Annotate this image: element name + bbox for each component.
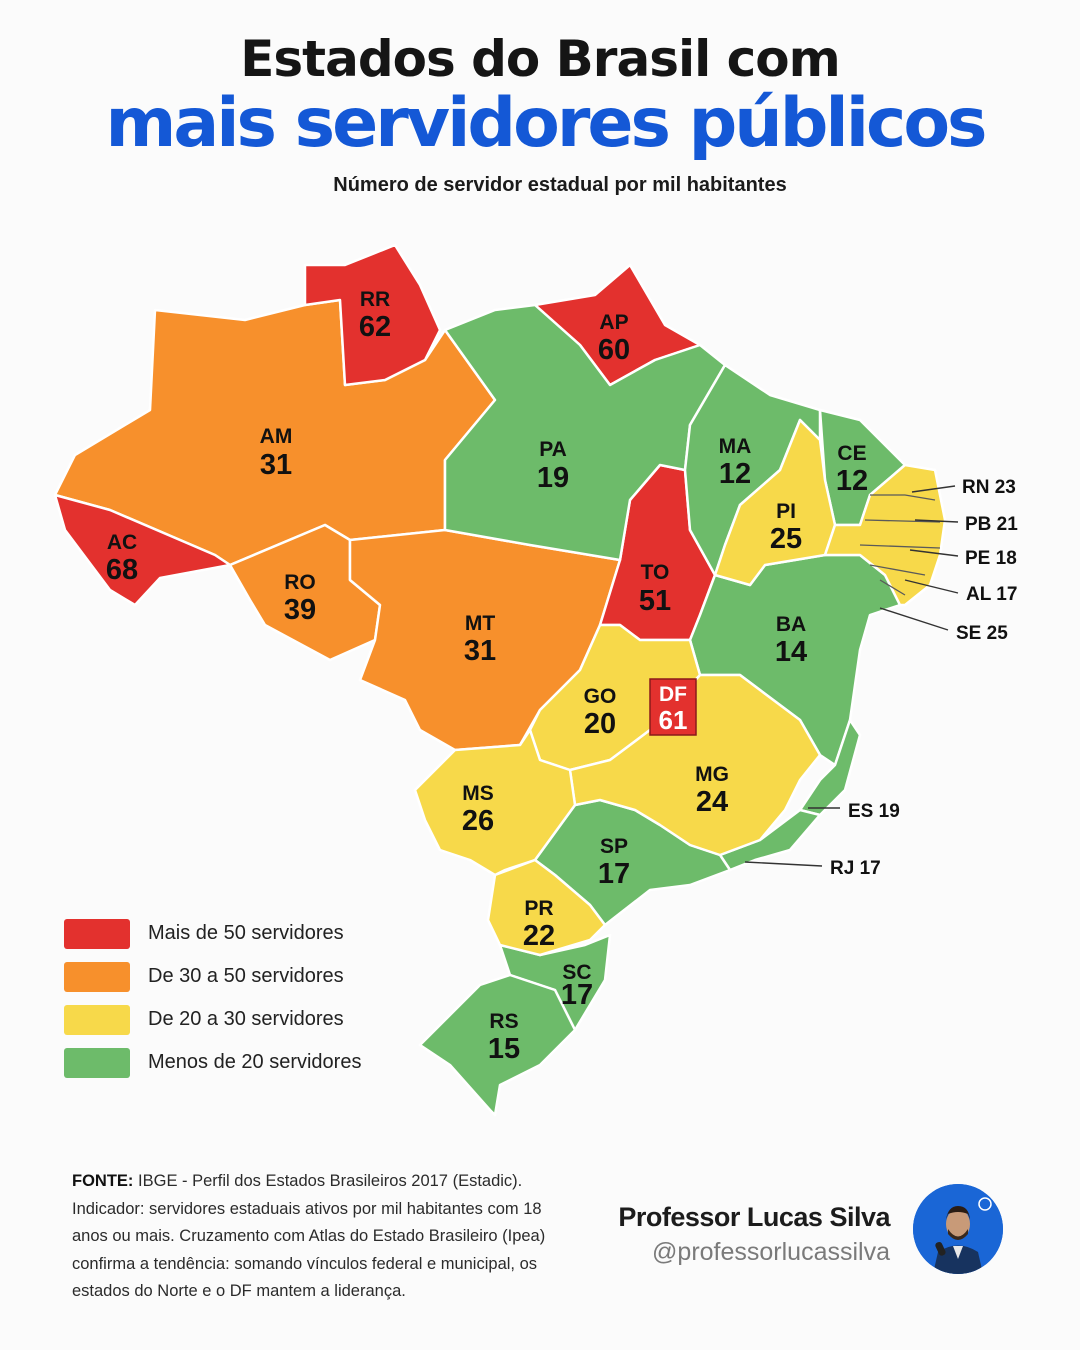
state-ES xyxy=(798,718,862,817)
title-line-2: mais servidores públicos xyxy=(105,84,987,163)
label-GO-code: GO xyxy=(584,685,617,708)
source-label: FONTE: xyxy=(72,1172,134,1190)
label-AP-value: 60 xyxy=(598,334,630,366)
ne-borders xyxy=(859,494,941,596)
state-PR xyxy=(486,858,607,957)
avatar-portrait-icon xyxy=(913,1184,1003,1274)
label-PA-value: 19 xyxy=(537,462,569,494)
legend-label: Mais de 50 servidores xyxy=(148,922,344,944)
source-note: FONTE: IBGE - Perfil dos Estados Brasile… xyxy=(72,1168,552,1306)
legend-item: Menos de 20 servidores xyxy=(64,1041,361,1084)
label-SC-value: 17 xyxy=(561,979,593,1011)
label-AL: AL 17 xyxy=(966,584,1017,605)
legend-swatch-orange xyxy=(64,961,130,992)
label-PR-value: 22 xyxy=(523,920,555,952)
label-SE: SE 25 xyxy=(956,623,1008,644)
label-SP-value: 17 xyxy=(598,858,630,890)
label-TO-code: TO xyxy=(641,561,670,584)
label-MT-code: MT xyxy=(465,612,495,635)
label-DF-value: 61 xyxy=(659,705,688,735)
label-PB: PB 21 xyxy=(965,514,1018,535)
label-RO-code: RO xyxy=(284,571,316,594)
label-PR-code: PR xyxy=(524,897,553,920)
label-BA-code: BA xyxy=(776,613,806,636)
legend-label: Menos de 20 servidores xyxy=(148,1051,362,1073)
state-RS xyxy=(418,973,577,1117)
label-MS-code: MS xyxy=(462,782,494,805)
subtitle: Número de servidor estadual por mil habi… xyxy=(333,174,787,196)
label-AM-code: AM xyxy=(260,425,293,448)
state-labels: RR 62 AP 60 AM 31 PA 19 MA 12 CE 12 AC 6… xyxy=(106,288,868,1065)
label-RO-value: 39 xyxy=(284,594,316,626)
label-TO-value: 51 xyxy=(639,585,671,617)
state-DF xyxy=(649,678,697,736)
state-PI xyxy=(713,418,837,587)
label-RR-code: RR xyxy=(360,288,390,311)
legend-swatch-green xyxy=(64,1047,130,1078)
state-RR xyxy=(303,243,442,387)
legend-item: De 20 a 30 servidores xyxy=(64,998,361,1041)
label-MA-value: 12 xyxy=(719,458,751,490)
label-GO-value: 20 xyxy=(584,708,616,740)
label-MG-value: 24 xyxy=(696,786,728,818)
legend-label: De 30 a 50 servidores xyxy=(148,965,344,987)
legend-item: De 30 a 50 servidores xyxy=(64,955,361,998)
source-text: IBGE - Perfil dos Estados Brasileiros 20… xyxy=(72,1172,546,1300)
legend: Mais de 50 servidores De 30 a 50 servido… xyxy=(64,912,361,1084)
author-name: Professor Lucas Silva xyxy=(618,1202,890,1232)
label-MG-code: MG xyxy=(695,763,729,786)
label-MS-value: 26 xyxy=(462,805,494,837)
leader-lines xyxy=(744,485,959,867)
side-labels: RN 23 PB 21 PE 18 AL 17 SE 25 ES 19 RJ 1… xyxy=(830,477,1018,879)
label-CE-value: 12 xyxy=(836,465,868,497)
author-handle: @professorlucassilva xyxy=(652,1238,890,1266)
label-ES: ES 19 xyxy=(848,801,900,822)
label-RR-value: 62 xyxy=(359,311,391,343)
label-DF-code: DF xyxy=(659,683,687,706)
label-SP-code: SP xyxy=(600,835,628,858)
label-RS-value: 15 xyxy=(488,1033,520,1065)
title-line-1: Estados do Brasil com xyxy=(240,30,840,88)
label-MT-value: 31 xyxy=(464,635,496,667)
label-RJ: RJ 17 xyxy=(830,858,881,879)
label-PA-code: PA xyxy=(539,438,567,461)
label-AC-code: AC xyxy=(107,531,137,554)
state-MG xyxy=(568,673,822,857)
label-PI-value: 25 xyxy=(770,523,802,555)
state-NE-east xyxy=(823,463,947,607)
label-RS-code: RS xyxy=(489,1010,518,1033)
label-AP-code: AP xyxy=(599,311,628,334)
legend-label: De 20 a 30 servidores xyxy=(148,1008,344,1030)
brazil-map: RR 62 AP 60 AM 31 PA 19 MA 12 CE 12 AC 6… xyxy=(53,243,1018,1117)
label-MA-code: MA xyxy=(719,435,752,458)
label-RN: RN 23 xyxy=(962,477,1016,498)
label-PE: PE 18 xyxy=(965,548,1017,569)
legend-item: Mais de 50 servidores xyxy=(64,912,361,955)
legend-swatch-red xyxy=(64,918,130,949)
label-BA-value: 14 xyxy=(775,636,807,668)
author-avatar xyxy=(913,1184,1003,1274)
label-PI-code: PI xyxy=(776,500,796,523)
label-CE-code: CE xyxy=(837,442,866,465)
legend-swatch-yellow xyxy=(64,1004,130,1035)
label-AM-value: 31 xyxy=(260,449,292,481)
state-AC xyxy=(53,493,232,607)
label-SC-code: SC xyxy=(562,961,591,984)
label-AC-value: 68 xyxy=(106,554,138,586)
